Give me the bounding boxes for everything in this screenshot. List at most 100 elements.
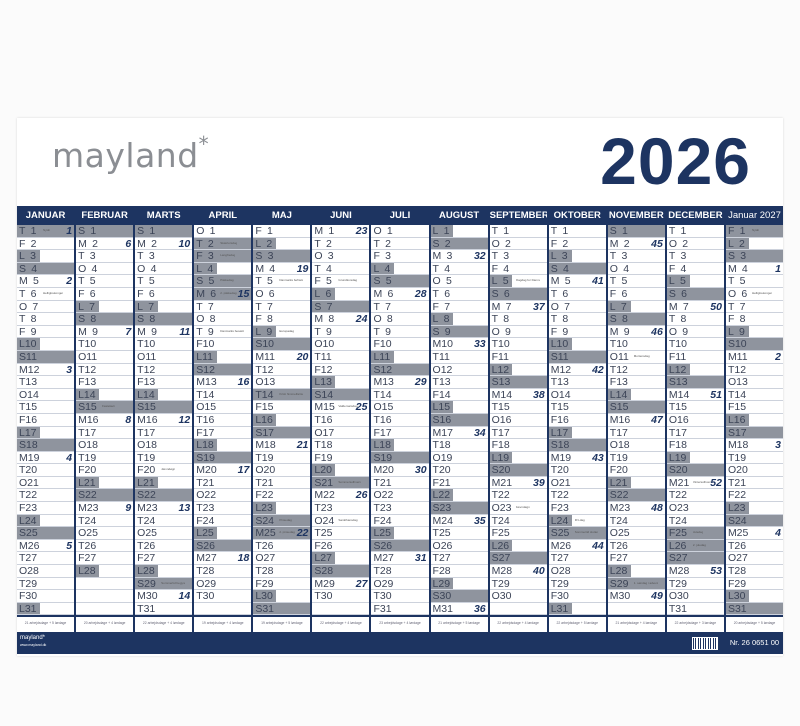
- day-label: T 9: [314, 325, 332, 338]
- day-row: T 7: [253, 301, 311, 314]
- day-row: T24: [135, 515, 193, 528]
- day-shading: [548, 527, 606, 539]
- day-row: L15: [430, 401, 488, 414]
- day-label: F 2: [19, 237, 37, 250]
- day-row: O19: [430, 452, 488, 465]
- day-row: S10: [253, 338, 311, 351]
- day-shading: [666, 275, 690, 287]
- day-row: O13: [725, 376, 784, 389]
- day-label: S 4: [19, 262, 38, 275]
- day-note: Sankthansdag: [338, 518, 358, 522]
- day-row: L22: [430, 489, 488, 503]
- day-label: T14: [373, 388, 392, 401]
- product-number: Nr. 26 0651 00: [729, 638, 780, 648]
- day-label: M30: [609, 590, 631, 603]
- day-row: S27: [666, 552, 724, 566]
- day-label: O10: [314, 338, 335, 351]
- bottom-band: [253, 632, 311, 655]
- day-row: S 5 Påskedag: [194, 275, 252, 288]
- day-shading: [607, 313, 665, 325]
- week-number: 50: [710, 300, 722, 313]
- day-label: M30: [137, 590, 158, 603]
- day-label: O12: [432, 363, 453, 376]
- day-label: T13: [550, 376, 569, 389]
- day-shading: [607, 225, 665, 237]
- day-shading: [194, 439, 218, 451]
- day-label: M25: [255, 527, 276, 540]
- day-row: T17: [666, 427, 724, 440]
- day-label: M16: [609, 413, 631, 426]
- day-note: Juledag: [692, 531, 704, 535]
- day-row: F 8: [725, 313, 784, 326]
- day-row: O 3: [312, 250, 370, 263]
- month-header: JULI: [371, 206, 429, 225]
- day-shading: [548, 250, 572, 262]
- day-row: T21: [194, 477, 252, 490]
- day-row: L23: [725, 502, 784, 515]
- day-row: T24: [489, 515, 547, 528]
- day-row: F14: [430, 389, 488, 402]
- day-row: T29: [548, 578, 606, 591]
- day-label: T12: [255, 363, 274, 376]
- day-row: L 2: [725, 237, 784, 251]
- day-row: T10: [76, 338, 134, 351]
- day-label: L 9: [727, 325, 745, 338]
- day-row: L13: [312, 376, 370, 389]
- day-row: F24: [371, 515, 429, 528]
- day-shading: [725, 338, 784, 350]
- day-label: F30: [19, 590, 38, 603]
- day-row: T14: [371, 388, 429, 402]
- day-label: L14: [137, 388, 155, 401]
- day-label: M 2: [609, 237, 630, 250]
- day-row: T 3: [489, 250, 547, 263]
- day-shading: [135, 565, 158, 577]
- day-shading: [607, 565, 631, 577]
- week-number: 3: [775, 439, 782, 452]
- day-label: T19: [609, 451, 628, 464]
- day-row: O11: [76, 351, 134, 364]
- day-row: T 5: [607, 275, 665, 288]
- month-header: NOVEMBER: [607, 206, 665, 225]
- day-row: M13 29: [371, 376, 429, 389]
- month-header: MAJ: [253, 206, 311, 225]
- week-number: 10: [178, 237, 191, 250]
- week-number: 38: [533, 388, 545, 401]
- week-number: 46: [651, 325, 663, 338]
- day-label: S10: [727, 338, 747, 351]
- day-row: M11 20: [253, 351, 311, 364]
- day-label: T25: [314, 527, 333, 540]
- day-label: S 8: [78, 313, 97, 326]
- day-label: T29: [668, 577, 687, 590]
- day-note: Skærtorsdag: [220, 241, 238, 245]
- day-row: L19: [489, 451, 547, 465]
- week-number: 11: [179, 325, 191, 338]
- day-label: F17: [196, 426, 215, 439]
- day-row: M22 26: [312, 489, 370, 503]
- day-label: O 7: [19, 300, 39, 313]
- day-shading: [312, 464, 336, 476]
- day-label: M 7: [491, 300, 512, 313]
- day-label: L15: [432, 401, 451, 414]
- day-row: S 3: [253, 250, 311, 263]
- day-row: S 6: [489, 287, 547, 301]
- week-number: 21: [296, 439, 309, 452]
- day-label: F 1: [255, 225, 273, 237]
- day-label: S 3: [255, 250, 274, 263]
- week-number: 12: [178, 413, 191, 426]
- day-label: F17: [373, 426, 392, 439]
- day-row: T12: [135, 364, 193, 377]
- day-row: M 8 24: [312, 313, 370, 326]
- day-label: S10: [255, 338, 274, 351]
- day-label: L13: [314, 376, 332, 389]
- day-row: M 7 37: [489, 300, 547, 314]
- day-row: T28: [194, 565, 252, 578]
- day-row: S16: [430, 413, 488, 427]
- day-row: L11: [194, 350, 252, 364]
- day-shading: [430, 325, 488, 338]
- week-number: 5: [66, 539, 73, 552]
- day-row: O 7: [17, 300, 75, 314]
- day-label: O22: [196, 489, 217, 502]
- day-label: S25: [550, 527, 570, 540]
- day-note: Nytår: [751, 229, 760, 232]
